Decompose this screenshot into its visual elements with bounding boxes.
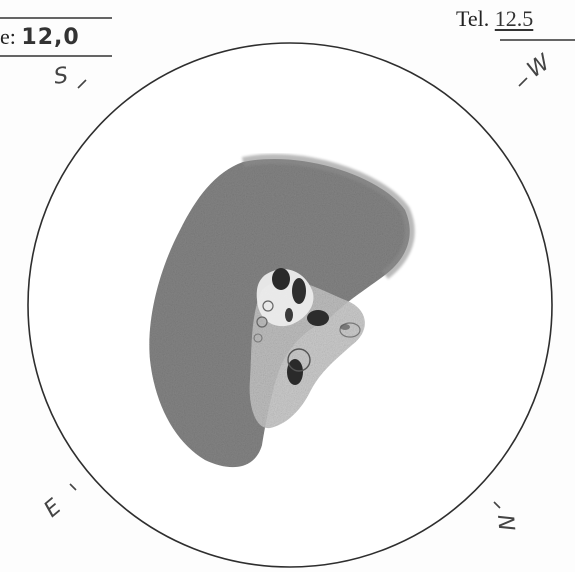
top-left-field: e: 12,0 (0, 24, 80, 50)
small-crater-3 (253, 333, 263, 343)
crater-shadow-4 (307, 310, 329, 326)
top-left-field-label: e: (0, 24, 16, 49)
crater-shadow-1 (272, 268, 290, 290)
crater-shadow-2 (292, 278, 306, 304)
crater-rim-large (287, 348, 311, 372)
small-crater-4 (339, 322, 361, 338)
top-left-field-value: 12,0 (21, 25, 80, 50)
small-crater-1 (262, 300, 274, 312)
top-right-field: Tel. 12.5 (456, 6, 533, 32)
top-right-field-label: Tel. (456, 6, 490, 31)
crater-shadow-5 (287, 359, 303, 385)
direction-label-n: N (495, 513, 522, 532)
crater-shadow-3 (285, 308, 293, 322)
lunar-region-sketch (149, 154, 415, 468)
small-crater-2 (256, 316, 268, 328)
top-right-field-value: 12.5 (494, 6, 534, 31)
